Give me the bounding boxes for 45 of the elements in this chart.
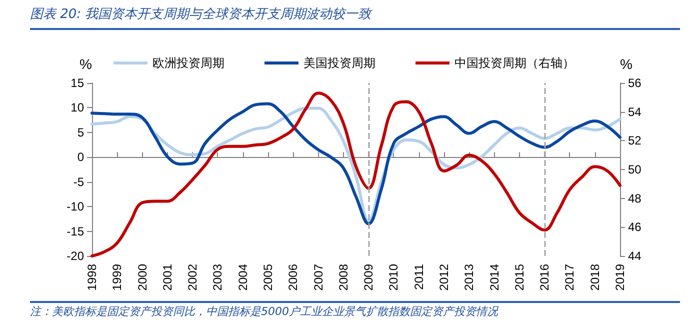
x-tick-label: 2012 (437, 264, 451, 291)
y-tick-label: 0 (77, 150, 84, 164)
y2-tick-label: 56 (628, 76, 642, 90)
x-tick-label: 2018 (588, 264, 602, 291)
x-tick-label: 2013 (462, 264, 476, 291)
legend-label: 中国投资周期（右轴） (454, 56, 574, 70)
y2-tick-label: 44 (628, 249, 642, 263)
x-tick-label: 2019 (613, 264, 627, 291)
y2-tick-label: 50 (628, 162, 642, 176)
x-tick-label: 2007 (311, 264, 326, 291)
y2-axis-title: % (620, 56, 632, 72)
x-tick-label: 2000 (135, 264, 150, 291)
x-tick-label: 2014 (487, 264, 502, 291)
x-tick-label: 1998 (85, 264, 99, 291)
y-tick-label: 5 (77, 125, 84, 140)
y-tick-label: 15 (70, 76, 84, 90)
y-tick-label: -5 (73, 174, 84, 189)
x-tick-label: 2017 (562, 264, 577, 291)
legend-label: 美国投资周期 (304, 56, 376, 70)
y-tick-label: -20 (66, 249, 84, 263)
y-tick-label: -15 (66, 224, 84, 238)
y-tick-label: 10 (70, 100, 84, 115)
y2-tick-label: 46 (628, 220, 642, 234)
y2-tick-label: 52 (628, 134, 642, 148)
y-axis-title: % (80, 56, 92, 72)
x-tick-label: 2004 (236, 264, 250, 291)
x-tick-label: 2005 (261, 264, 275, 291)
y-tick-label: -10 (66, 200, 84, 214)
x-tick-label: 1999 (110, 264, 124, 291)
line-series (90, 92, 622, 258)
x-tick-label: 2001 (160, 264, 174, 291)
x-tick-label: 2010 (386, 264, 401, 291)
chart-title: 图表 20: 我国资本开支周期与全球资本开支周期波动较一致 (30, 6, 680, 30)
x-tick-label: 2003 (210, 264, 225, 291)
y2-tick-label: 54 (628, 104, 642, 119)
x-tick-label: 2006 (286, 264, 300, 291)
x-tick-label: 2002 (186, 264, 200, 291)
x-tick-label: 2015 (512, 264, 526, 291)
x-tick-label: 2016 (538, 264, 552, 291)
x-tick-label: 2011 (412, 264, 426, 290)
y2-tick-label: 48 (628, 191, 642, 206)
x-tick-label: 2008 (336, 264, 350, 291)
text: 注：美欧指标是固定资产投资同比，中国指标是5000户工业企业景气扩散指数固定资产投资情况 (30, 301, 680, 318)
legend-label: 欧洲投资周期 (152, 56, 224, 70)
x-tick-label: 2009 (362, 264, 376, 291)
